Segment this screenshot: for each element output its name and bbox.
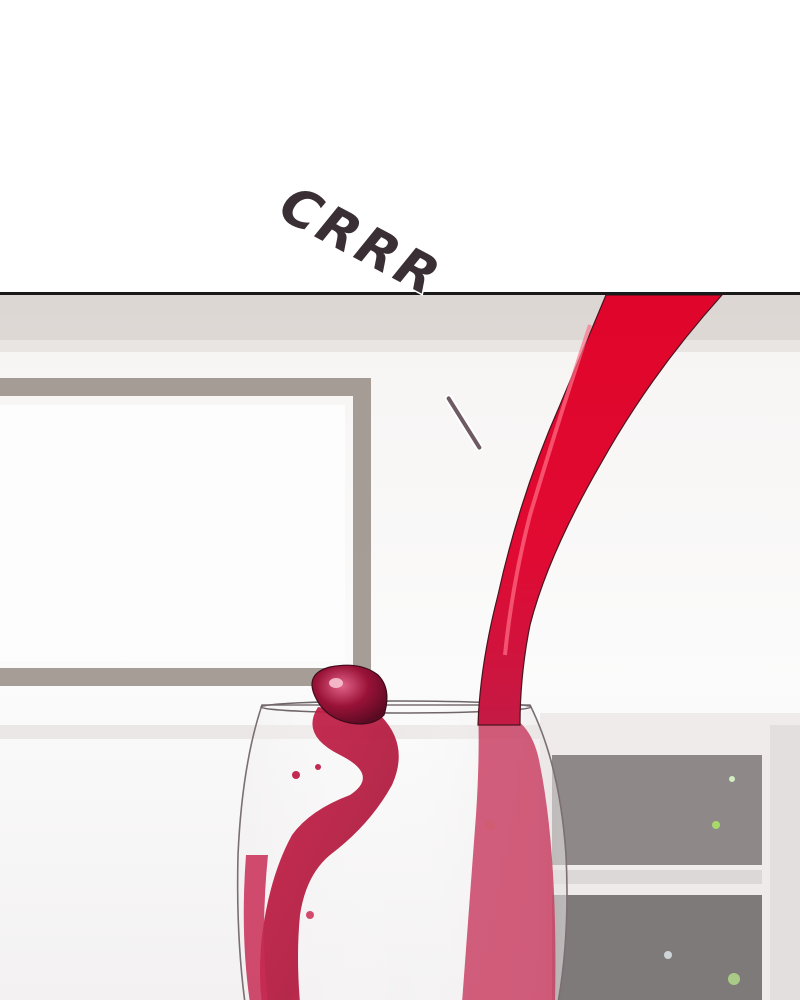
wine-droplet	[311, 664, 388, 725]
wine-in-glass	[462, 708, 556, 1000]
window-frame	[0, 378, 371, 686]
shelf	[485, 713, 800, 1000]
panel-illustration	[0, 295, 800, 1000]
wine-stream	[477, 295, 723, 726]
comic-panel	[0, 292, 800, 1000]
wine-splash	[260, 707, 399, 1000]
sound-effect-text: CRRR	[268, 173, 453, 311]
